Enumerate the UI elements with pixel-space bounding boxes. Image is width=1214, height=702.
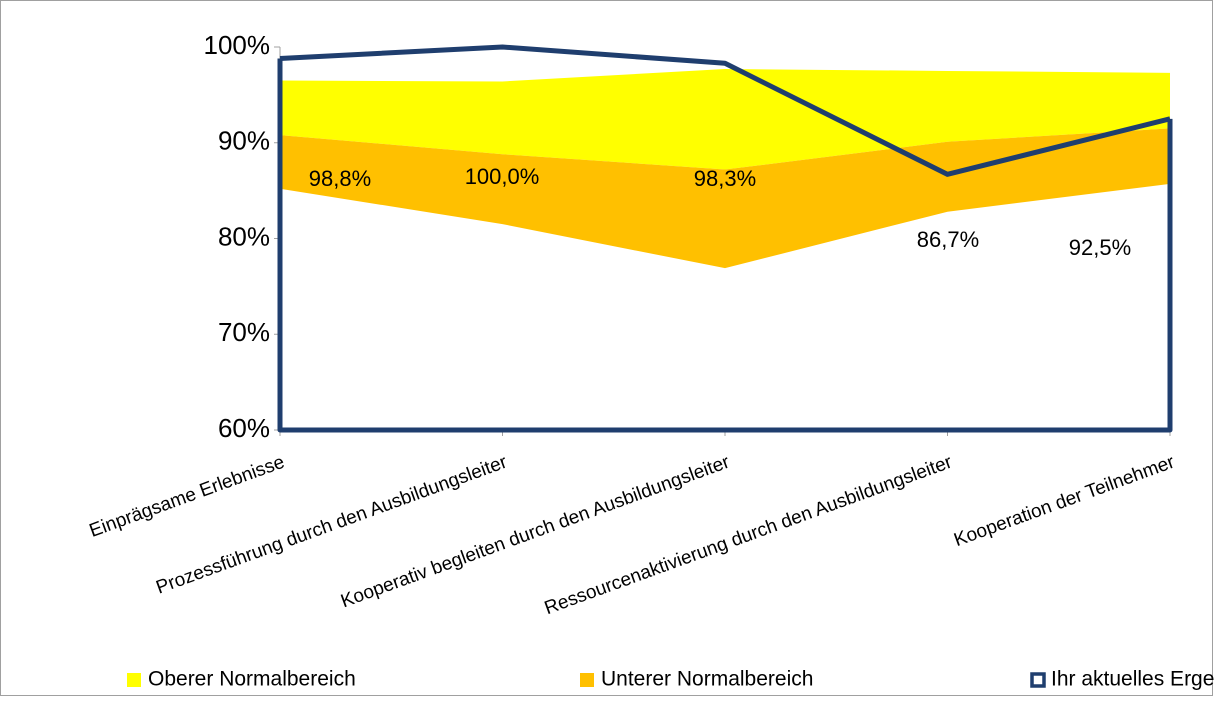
area-outline xyxy=(277,58,1173,433)
legend-swatch xyxy=(127,673,141,687)
legend-label: Ihr aktuelles Ergebnis xyxy=(1051,668,1214,691)
data-label: 100,0% xyxy=(465,164,540,189)
data-label: 86,7% xyxy=(917,227,979,252)
y-tick-label: 90% xyxy=(218,126,270,156)
y-tick-label: 100% xyxy=(204,30,271,60)
y-tick-label: 60% xyxy=(218,413,270,443)
legend-swatch xyxy=(1030,672,1046,688)
legend-label: Oberer Normalbereich xyxy=(148,668,356,691)
data-label: 92,5% xyxy=(1069,235,1131,260)
result-line xyxy=(279,44,1171,177)
data-label: 98,8% xyxy=(309,166,371,191)
data-label: 98,3% xyxy=(694,166,756,191)
legend-label: Unterer Normalbereich xyxy=(601,668,813,691)
lower-band xyxy=(280,128,1170,269)
y-tick-label: 70% xyxy=(218,317,270,347)
legend-swatch xyxy=(580,673,594,687)
upper-band xyxy=(280,69,1170,170)
y-tick-label: 80% xyxy=(218,221,270,251)
